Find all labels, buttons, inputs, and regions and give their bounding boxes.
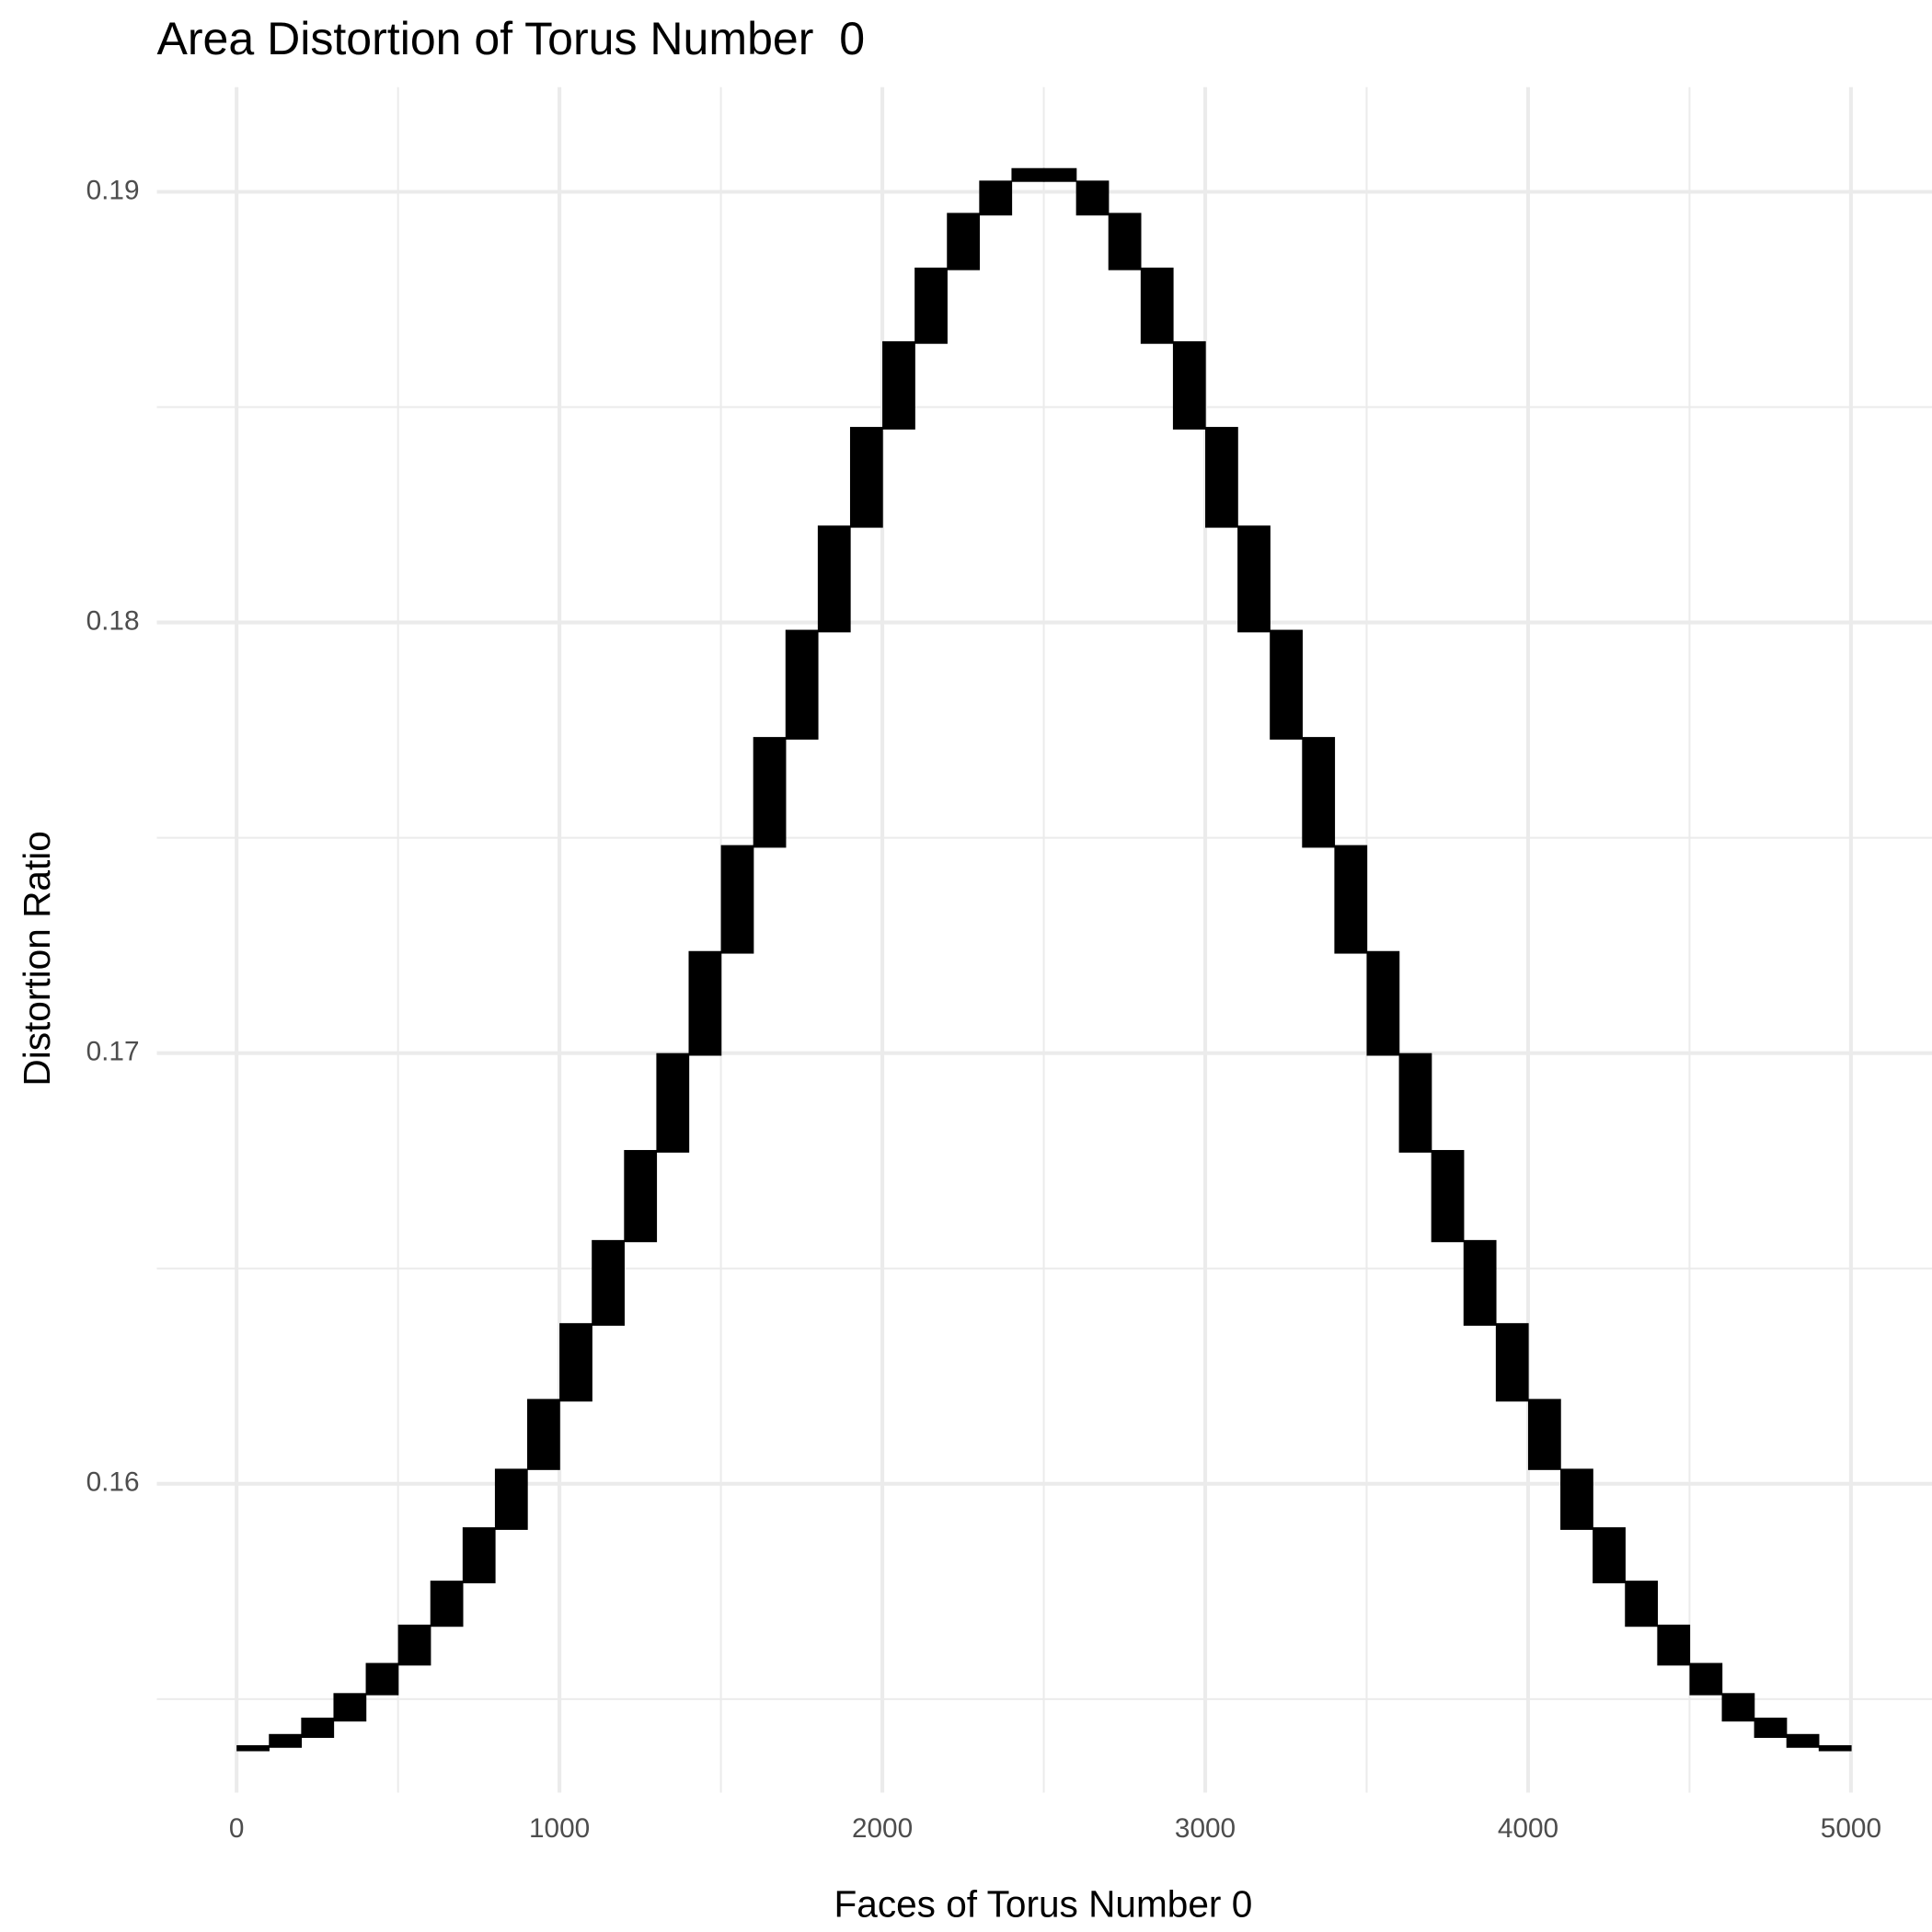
x-tick-label: 3000 xyxy=(1175,1813,1236,1844)
range-block xyxy=(656,1052,690,1153)
range-block xyxy=(365,1662,399,1696)
chart-title: Area Distortion of Torus Number 0 xyxy=(156,13,865,64)
range-block xyxy=(849,427,883,528)
range-block xyxy=(1043,167,1077,182)
range-block xyxy=(494,1468,528,1530)
range-block xyxy=(301,1718,335,1739)
y-axis-title: Distortion Ratio xyxy=(16,831,58,1086)
range-block xyxy=(559,1323,592,1402)
x-tick-label: 0 xyxy=(229,1813,245,1844)
x-tick-label: 2000 xyxy=(852,1813,913,1844)
range-block xyxy=(269,1733,303,1748)
range-block xyxy=(236,1744,270,1752)
y-tick-label: 0.17 xyxy=(86,1037,140,1067)
range-block xyxy=(882,340,915,430)
range-block xyxy=(527,1398,560,1470)
range-block xyxy=(1398,1052,1432,1153)
range-block xyxy=(1527,1398,1561,1470)
range-block xyxy=(1754,1718,1788,1739)
range-block xyxy=(1495,1323,1529,1402)
range-block xyxy=(1172,340,1206,430)
range-block xyxy=(1140,267,1174,344)
range-block xyxy=(1205,427,1238,528)
range-block xyxy=(1625,1581,1659,1627)
range-block xyxy=(785,629,819,740)
range-block xyxy=(1302,737,1336,848)
range-block xyxy=(947,213,981,270)
range-block xyxy=(397,1624,431,1666)
range-block xyxy=(1075,180,1110,216)
range-block xyxy=(462,1527,496,1583)
range-block xyxy=(333,1693,367,1722)
y-tick-label: 0.19 xyxy=(86,175,140,205)
y-tick-label: 0.18 xyxy=(86,605,140,636)
x-tick-label: 5000 xyxy=(1821,1813,1881,1844)
range-block xyxy=(688,950,722,1056)
range-block xyxy=(1818,1744,1852,1752)
range-block xyxy=(1366,950,1400,1056)
range-block xyxy=(430,1581,464,1627)
range-block xyxy=(1786,1733,1820,1748)
range-block xyxy=(979,180,1013,216)
marks xyxy=(236,167,1852,1752)
range-block xyxy=(1237,525,1271,633)
x-axis-title: Faces of Torus Number 0 xyxy=(834,1883,1252,1926)
grid xyxy=(156,86,1932,1793)
x-tick-label: 1000 xyxy=(529,1813,590,1844)
range-block xyxy=(720,845,754,954)
range-block xyxy=(592,1239,625,1327)
range-block xyxy=(1657,1624,1691,1666)
range-block xyxy=(1108,213,1142,270)
range-block xyxy=(817,525,851,633)
range-block xyxy=(1334,845,1368,954)
range-block xyxy=(1463,1239,1497,1327)
range-block xyxy=(1593,1527,1626,1583)
range-block xyxy=(624,1150,658,1243)
range-block xyxy=(1270,629,1303,740)
range-block xyxy=(1011,167,1045,182)
range-block xyxy=(753,737,787,848)
range-block xyxy=(1431,1150,1465,1243)
range-block xyxy=(1689,1662,1723,1696)
range-block xyxy=(914,267,948,344)
range-block xyxy=(1560,1468,1593,1530)
y-tick-label: 0.16 xyxy=(86,1467,140,1498)
x-tick-label: 4000 xyxy=(1498,1813,1558,1844)
range-block xyxy=(1721,1693,1755,1722)
